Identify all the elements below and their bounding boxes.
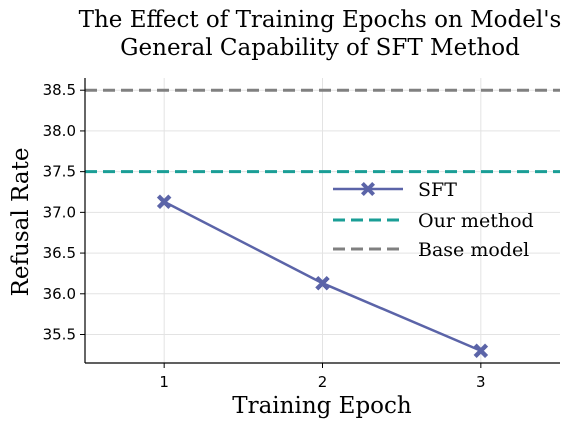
y-tick-label: 38.5 xyxy=(43,81,76,99)
x-tick-label: 1 xyxy=(159,373,169,391)
legend-base-model-label: Base model xyxy=(418,239,529,261)
legend-sft-label: SFT xyxy=(418,179,457,201)
legend: SFT Our method Base model xyxy=(333,179,534,261)
x-axis-label: Training Epoch xyxy=(232,393,412,419)
y-tick-label: 36.0 xyxy=(43,285,76,303)
y-tick-label: 37.5 xyxy=(43,163,76,181)
chart-title-line-1: The Effect of Training Epochs on Model's xyxy=(79,7,562,33)
series-group xyxy=(156,194,489,359)
sft-data-point xyxy=(473,343,489,359)
chart-title-line-2: General Capability of SFT Method xyxy=(120,35,520,61)
legend-sft-marker xyxy=(361,182,375,196)
y-tick-label: 35.5 xyxy=(43,326,76,344)
tick-labels: 35.5 36.0 36.5 37.0 37.5 38.0 38.5 1 2 3 xyxy=(43,81,486,391)
y-tick-label: 36.5 xyxy=(43,244,76,262)
axes xyxy=(80,78,560,368)
y-axis-label: Refusal Rate xyxy=(8,148,34,297)
sft-data-point xyxy=(315,275,330,291)
legend-our-method-label: Our method xyxy=(418,210,534,232)
x-tick-label: 2 xyxy=(318,373,328,391)
y-tick-label: 38.0 xyxy=(43,122,76,140)
x-tick-label: 3 xyxy=(476,373,486,391)
reference-lines xyxy=(85,88,560,174)
y-tick-label: 37.0 xyxy=(43,203,76,221)
sft-data-point xyxy=(156,194,172,210)
